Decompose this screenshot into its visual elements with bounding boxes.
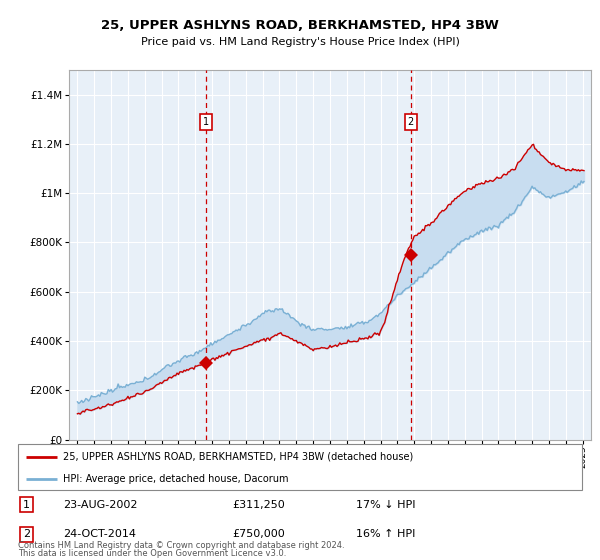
Text: 25, UPPER ASHLYNS ROAD, BERKHAMSTED, HP4 3BW: 25, UPPER ASHLYNS ROAD, BERKHAMSTED, HP4… bbox=[101, 18, 499, 32]
Text: 1: 1 bbox=[23, 500, 30, 510]
Text: Price paid vs. HM Land Registry's House Price Index (HPI): Price paid vs. HM Land Registry's House … bbox=[140, 37, 460, 47]
Text: 2: 2 bbox=[23, 529, 30, 539]
Text: £311,250: £311,250 bbox=[232, 500, 285, 510]
Text: 17% ↓ HPI: 17% ↓ HPI bbox=[356, 500, 416, 510]
Text: Contains HM Land Registry data © Crown copyright and database right 2024.: Contains HM Land Registry data © Crown c… bbox=[18, 541, 344, 550]
FancyBboxPatch shape bbox=[18, 444, 582, 490]
Text: 23-AUG-2002: 23-AUG-2002 bbox=[63, 500, 137, 510]
Text: 2: 2 bbox=[407, 116, 414, 127]
Text: HPI: Average price, detached house, Dacorum: HPI: Average price, detached house, Daco… bbox=[63, 474, 289, 483]
Text: 24-OCT-2014: 24-OCT-2014 bbox=[63, 529, 136, 539]
Text: This data is licensed under the Open Government Licence v3.0.: This data is licensed under the Open Gov… bbox=[18, 549, 286, 558]
Text: 25, UPPER ASHLYNS ROAD, BERKHAMSTED, HP4 3BW (detached house): 25, UPPER ASHLYNS ROAD, BERKHAMSTED, HP4… bbox=[63, 452, 413, 462]
Text: 1: 1 bbox=[203, 116, 209, 127]
Text: 16% ↑ HPI: 16% ↑ HPI bbox=[356, 529, 416, 539]
Text: £750,000: £750,000 bbox=[232, 529, 285, 539]
